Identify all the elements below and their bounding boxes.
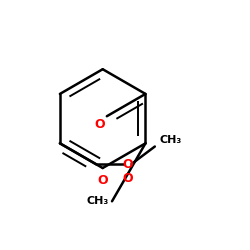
Text: CH₃: CH₃ <box>160 135 182 145</box>
Text: O: O <box>122 158 133 170</box>
Text: O: O <box>94 118 105 131</box>
Text: O: O <box>123 172 133 185</box>
Text: O: O <box>98 174 108 186</box>
Text: CH₃: CH₃ <box>86 196 109 206</box>
